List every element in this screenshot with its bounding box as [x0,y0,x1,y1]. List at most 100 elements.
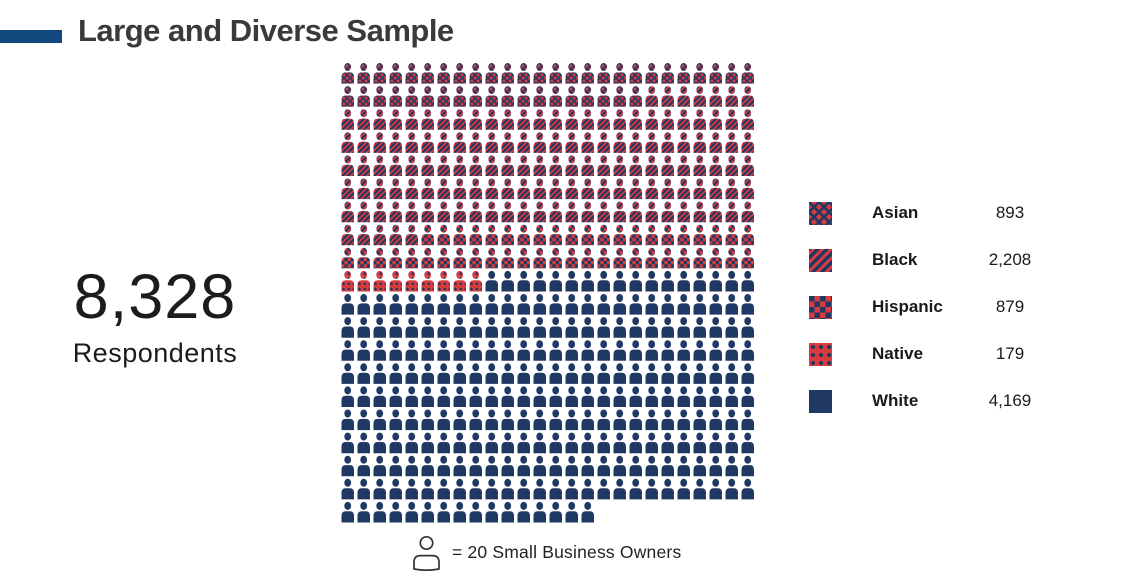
person-icon-white [469,294,482,315]
legend-swatch-asian [809,201,832,225]
person-icon-white [469,317,482,338]
person-icon-asian [517,63,530,84]
person-icon-asian [533,63,546,84]
person-icon-black [709,132,722,153]
person-icon-white [661,317,674,338]
person-icon-white [725,363,738,384]
person-icon-black [693,86,706,107]
person-icon-white [645,340,658,361]
legend-swatch-white [809,389,832,413]
person-icon-black [501,132,514,153]
person-icon-black [453,178,466,200]
person-icon-white [357,317,370,338]
person-icon-white [677,432,690,454]
person-icon-white [597,409,610,431]
person-icon-white [565,363,578,384]
person-icon-hispanic [629,247,642,269]
person-icon-asian [725,63,738,84]
person-icon-black [709,201,722,223]
person-icon-hispanic [693,247,706,269]
person-icon-asian [613,86,626,107]
person-icon-white [645,455,658,477]
respondents-stat: 8,328 Respondents [20,264,290,369]
person-icon-white [437,501,450,523]
person-icon-asian [389,63,402,84]
person-icon-black [741,86,754,107]
person-icon-native [421,270,434,292]
page-title: Large and Diverse Sample [78,13,454,48]
person-icon-white [565,501,578,523]
person-icon-white [389,432,402,454]
person-icon-asian [357,63,370,84]
person-icon-white [613,478,626,500]
person-icon-hispanic [581,247,594,269]
person-icon-white [357,294,370,315]
person-icon-hispanic [645,224,658,246]
person-icon-asian [517,86,530,107]
person-icon-asian [373,63,386,84]
person-icon-white [469,455,482,477]
legend: Asian 893 Black 2,208 Hispanic 879 Native 179 Wh… [809,198,1069,433]
person-icon-hispanic [709,224,722,246]
person-icon-white [549,363,562,384]
person-icon-white [533,501,546,523]
person-icon-white [693,340,706,361]
person-icon-native [437,270,450,292]
person-icon-black [677,132,690,153]
person-icon-black [565,155,578,176]
person-icon-white [613,270,626,292]
person-icon-white [725,455,738,477]
person-icon-white [565,340,578,361]
person-icon-black [693,109,706,130]
person-icon-white [453,478,466,500]
person-icon-white [533,363,546,384]
person-icon-white [533,478,546,500]
person-icon-white [741,340,754,361]
person-icon-white [341,363,354,384]
person-icon-white [677,478,690,500]
person-icon-black [549,155,562,176]
person-icon-white [741,478,754,500]
person-icon-white [453,409,466,431]
person-icon-white [373,317,386,338]
person-icon-hispanic [549,224,562,246]
person-icon-black [741,201,754,223]
person-icon-black [661,155,674,176]
person-icon-black [693,178,706,200]
person-icon-black [517,155,530,176]
person-icon-black [389,132,402,153]
person-icon-hispanic [693,224,706,246]
person-icon-white [517,386,530,407]
person-icon-hispanic [357,247,370,269]
person-icon-black [741,178,754,200]
person-icon-white [597,432,610,454]
person-icon-white [533,386,546,407]
person-icon-black [677,178,690,200]
person-icon-hispanic [421,224,434,246]
person-icon-asian [597,86,610,107]
person-icon-white [597,317,610,338]
person-icon-black [613,155,626,176]
person-icon-white [437,363,450,384]
person-icon-white [645,409,658,431]
person-icon-black [485,132,498,153]
person-icon-white [565,432,578,454]
person-icon-white [517,340,530,361]
person-icon-black [453,155,466,176]
person-icon-white [485,432,498,454]
person-icon-white [597,294,610,315]
person-icon-hispanic [725,247,738,269]
person-icon-asian [341,63,354,84]
person-icon-black [533,109,546,130]
person-icon-white [533,409,546,431]
person-icon-asian [405,63,418,84]
person-icon-white [629,363,642,384]
person-icon-white [469,386,482,407]
legend-label: Hispanic [872,297,943,316]
person-icon-white [741,432,754,454]
person-icon-black [389,155,402,176]
person-icon-white [645,317,658,338]
person-icon-white [357,409,370,431]
person-icon-white [565,270,578,292]
person-icon-white [533,432,546,454]
